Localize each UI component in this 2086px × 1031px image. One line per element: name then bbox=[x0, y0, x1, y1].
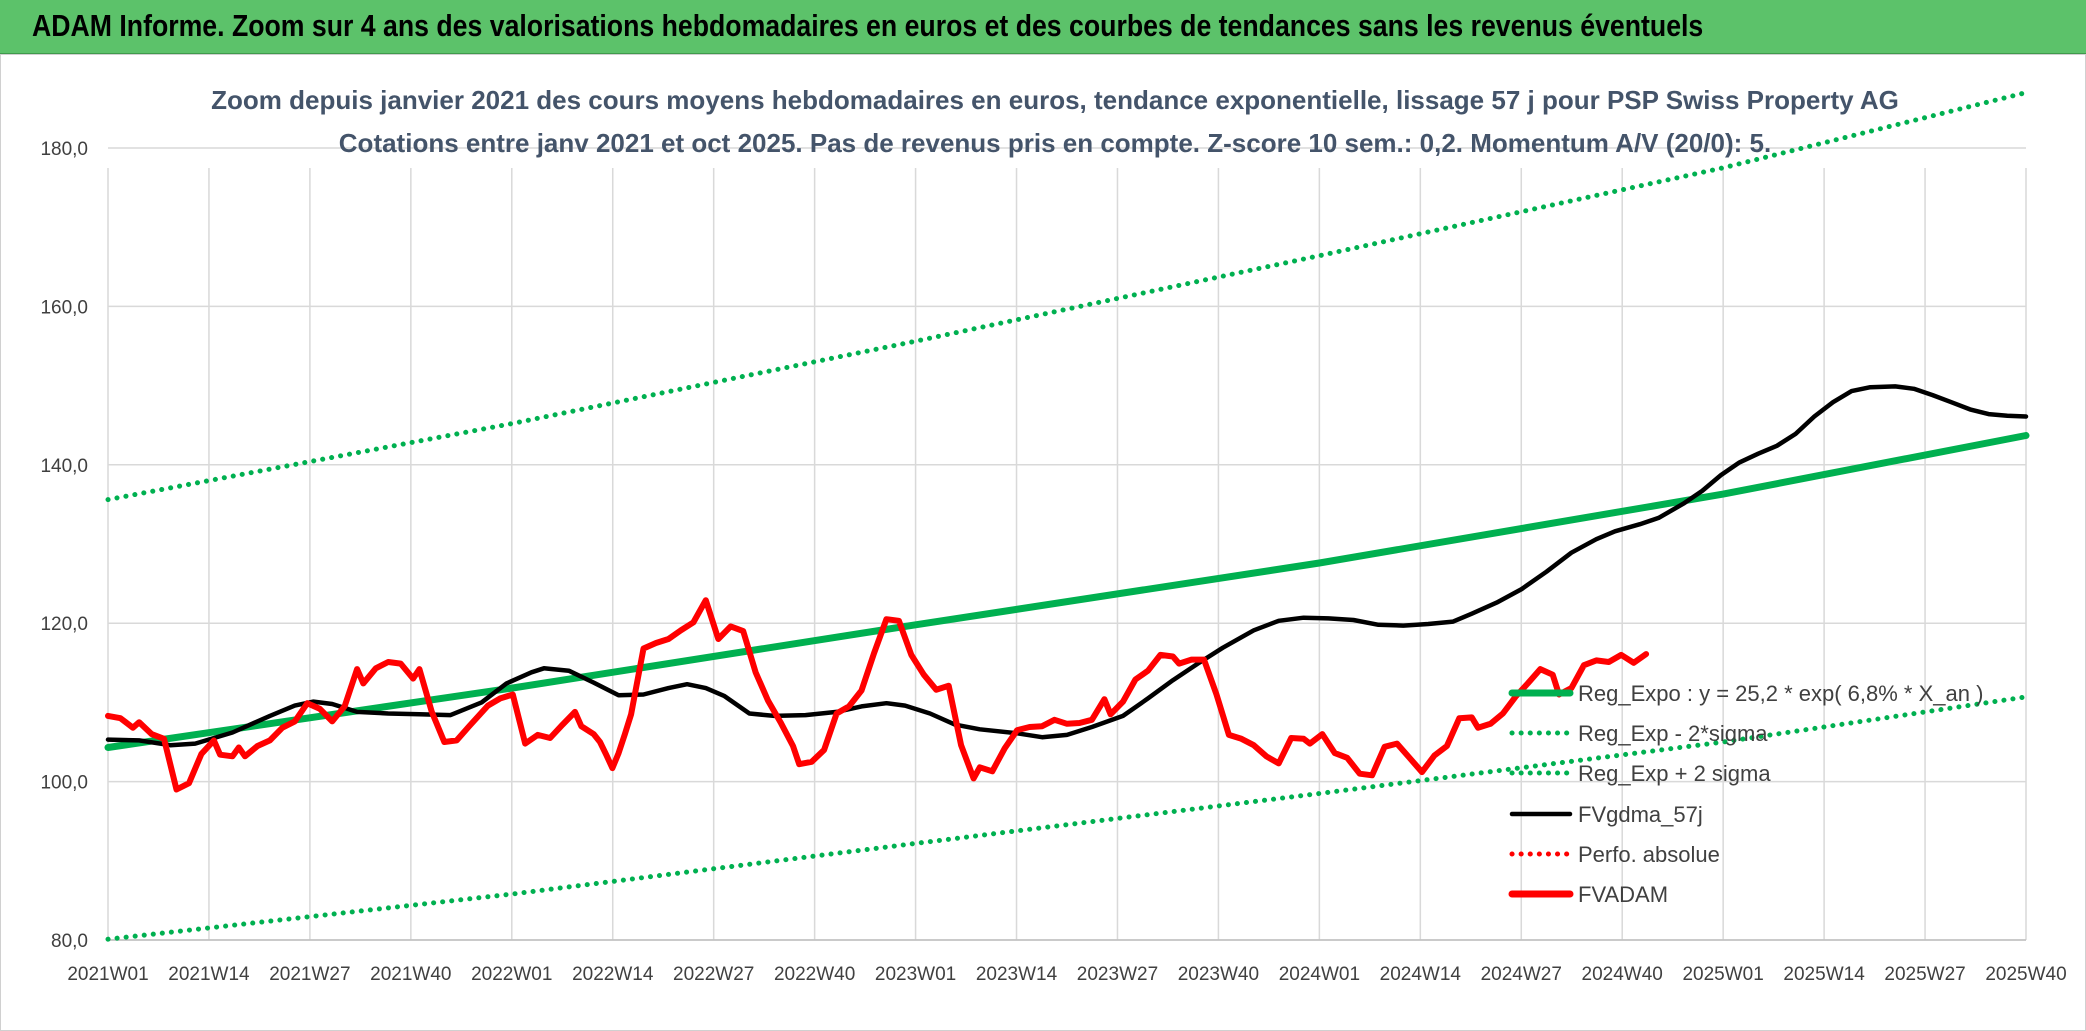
chart-subtitle: Cotations entre janv 2021 et oct 2025. P… bbox=[339, 128, 1771, 158]
report-title: ADAM Informe. Zoom sur 4 ans des valoris… bbox=[32, 8, 1704, 43]
legend-label-fvadam: FVADAM bbox=[1578, 882, 1668, 907]
legend-label-minus: Reg_Exp - 2*sigma bbox=[1578, 721, 1768, 746]
x-tick-label: 2025W01 bbox=[1682, 964, 1763, 985]
grid bbox=[107, 147, 2027, 941]
legend-label-reg_expo: Reg_Expo : y = 25,2 * exp( 6,8% * X_an ) bbox=[1578, 681, 1983, 706]
x-tick-label: 2024W14 bbox=[1380, 964, 1462, 985]
y-tick-label: 120,0 bbox=[40, 614, 88, 635]
x-tick-label: 2023W01 bbox=[875, 964, 956, 985]
x-tick-label: 2023W14 bbox=[976, 964, 1058, 985]
x-tick-label: 2025W14 bbox=[1783, 964, 1865, 985]
series-fvgdma bbox=[105, 384, 2029, 748]
x-tick-label: 2023W27 bbox=[1077, 964, 1158, 985]
x-tick-label: 2024W27 bbox=[1481, 964, 1562, 985]
legend-label-perfo: Perfo. absolue bbox=[1578, 842, 1720, 867]
x-axis: 2021W01 2021W14 2021W27 2021W40 2022W01 2022W… bbox=[67, 939, 2067, 985]
y-tick-label: 160,0 bbox=[40, 297, 88, 318]
series-minus bbox=[105, 694, 2029, 942]
x-tick-label: 2024W01 bbox=[1279, 964, 1360, 985]
x-tick-label: 2021W01 bbox=[67, 964, 148, 985]
x-tick-label: 2025W40 bbox=[1985, 964, 2066, 985]
legend: Reg_Expo : y = 25,2 * exp( 6,8% * X_an )… bbox=[1508, 681, 1983, 907]
series-fvadam bbox=[105, 597, 1650, 793]
x-tick-label: 2022W27 bbox=[673, 964, 754, 985]
y-tick-label: 80,0 bbox=[51, 931, 88, 952]
x-tick-label: 2022W14 bbox=[572, 964, 654, 985]
x-tick-label: 2025W27 bbox=[1884, 964, 1965, 985]
x-tick-label: 2021W14 bbox=[168, 964, 250, 985]
y-tick-label: 100,0 bbox=[40, 773, 88, 794]
y-tick-label: 140,0 bbox=[40, 456, 88, 477]
series-plus bbox=[105, 90, 2029, 503]
report-banner: ADAM Informe. Zoom sur 4 ans des valoris… bbox=[0, 0, 2086, 54]
chart-title: Zoom depuis janvier 2021 des cours moyen… bbox=[211, 85, 1899, 115]
series-reg_expo bbox=[104, 432, 2030, 751]
legend-label-plus: Reg_Exp + 2 sigma bbox=[1578, 761, 1771, 786]
y-tick-label: 180,0 bbox=[40, 139, 88, 160]
x-tick-label: 2022W01 bbox=[471, 964, 552, 985]
x-tick-label: 2023W40 bbox=[1178, 964, 1259, 985]
series-layer bbox=[104, 90, 2030, 942]
x-tick-label: 2022W40 bbox=[774, 964, 855, 985]
x-tick-label: 2021W40 bbox=[370, 964, 451, 985]
x-tick-label: 2024W40 bbox=[1582, 964, 1663, 985]
legend-label-fvgdma: FVgdma_57j bbox=[1578, 802, 1703, 827]
y-axis: 80,0 100,0 120,0 140,0 160,0 180,0 bbox=[40, 139, 88, 952]
x-tick-label: 2021W27 bbox=[269, 964, 350, 985]
